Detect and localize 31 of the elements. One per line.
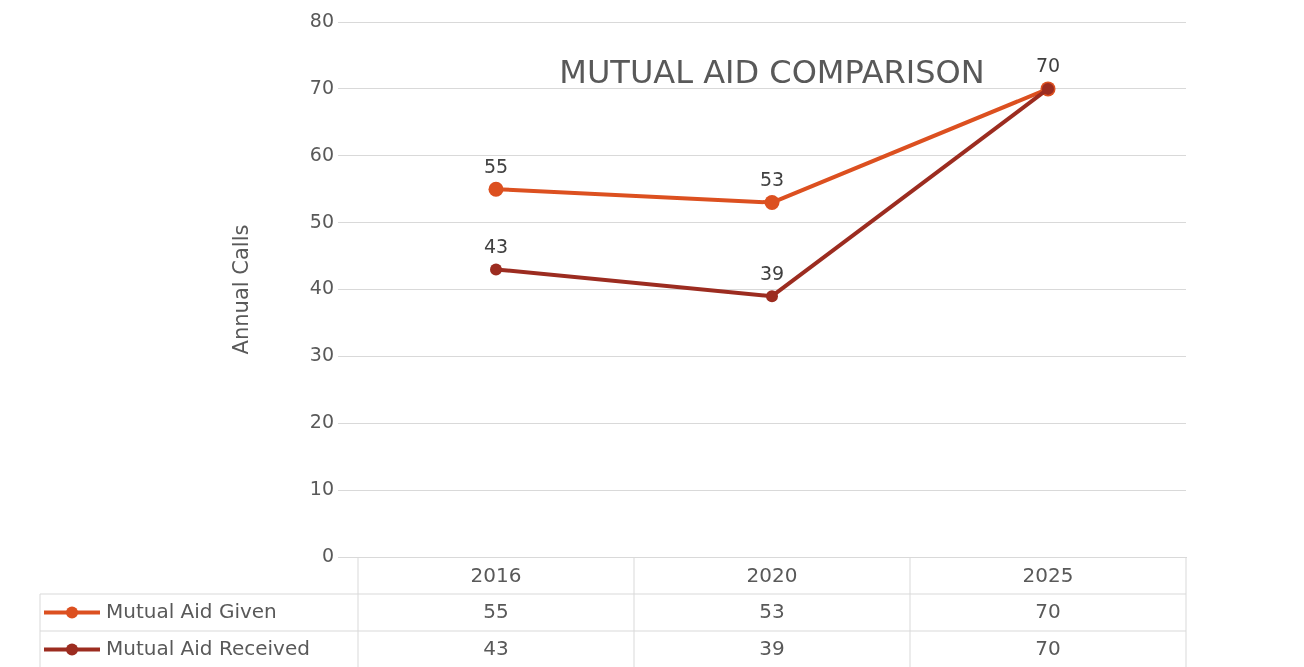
y-tick-label: 60 [309, 142, 334, 165]
y-tick-label: 40 [309, 276, 334, 299]
point [766, 290, 778, 303]
text: 70 [1035, 598, 1061, 623]
data-label: 39 [759, 261, 785, 284]
data-label: 43 [483, 234, 509, 257]
y-tick-label: 30 [309, 343, 334, 366]
y-tick-label: 50 [309, 209, 334, 232]
text: 55 [483, 598, 509, 623]
point [764, 195, 780, 211]
data-label: 53 [759, 168, 785, 190]
point [488, 181, 504, 197]
text: 43 [483, 635, 509, 660]
legend-label: Mutual Aid Received [106, 635, 310, 660]
x-tick-label: 2016 [470, 563, 522, 588]
text: 39 [759, 635, 785, 660]
y-tick-label: 20 [309, 410, 334, 433]
data-label: 70 [1035, 54, 1061, 77]
y-axis-title: Annual Calls [229, 224, 254, 355]
text: 70 [1035, 635, 1061, 660]
y-tick-label: 70 [309, 75, 334, 98]
data-label: 55 [483, 154, 509, 177]
y-tick-label: 80 [309, 8, 334, 31]
x-tick-label: 2025 [1022, 563, 1074, 588]
text: 53 [759, 598, 785, 623]
x-tick-label: 2020 [746, 563, 798, 588]
point [490, 263, 502, 276]
legend-label: Mutual Aid Given [106, 598, 277, 623]
y-tick-label: 10 [309, 477, 334, 500]
y-tick-label: 0 [321, 543, 334, 566]
text: MUTUAL AID COMPARISON [559, 53, 985, 92]
